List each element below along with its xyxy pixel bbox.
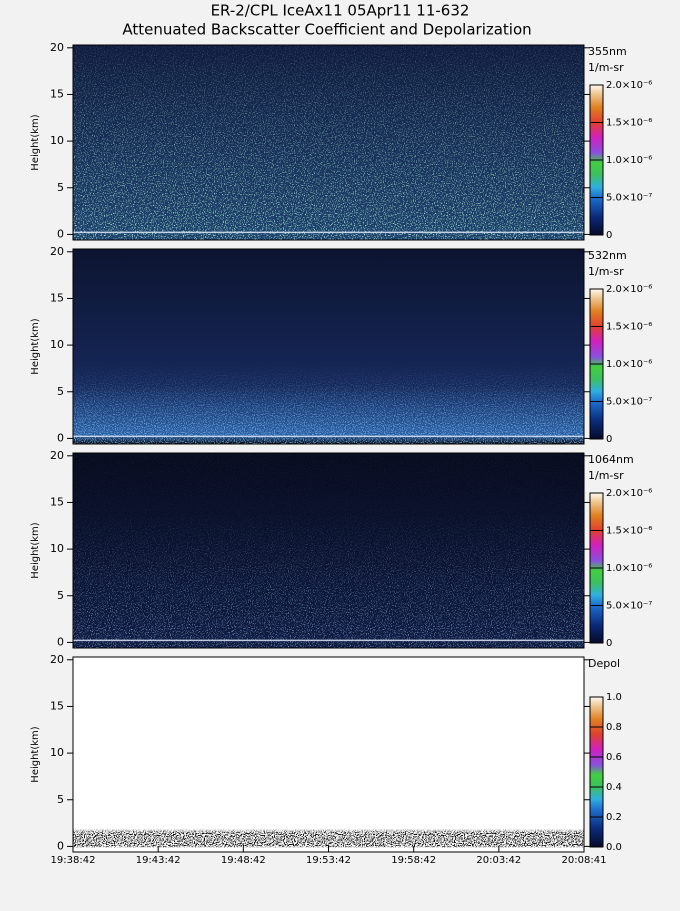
colorbar-tick-label: 0 xyxy=(606,434,612,445)
plot-frame xyxy=(72,248,585,445)
plot-frame xyxy=(72,44,585,241)
colorbar-tick-label: 0 xyxy=(606,638,612,649)
y-axis-label: Height(km) xyxy=(30,522,41,578)
colorbar-tick-label: 0.2 xyxy=(606,812,622,823)
colorbar-tick-label: 5.0×10⁻⁷ xyxy=(606,397,652,408)
colorbar-tick-label: 5.0×10⁻⁷ xyxy=(606,193,652,204)
colorbar-tick-label: 0.8 xyxy=(606,722,622,733)
colorbar-units: 1/m-sr xyxy=(588,61,624,74)
colorbar-tick-label: 1.5×10⁻⁶ xyxy=(606,322,652,333)
colorbar-tick-label: 2.0×10⁻⁶ xyxy=(606,80,652,91)
surface-return xyxy=(73,639,584,642)
plot-frame xyxy=(72,452,585,649)
y-tick-label: 5 xyxy=(57,385,64,398)
curtain-texture xyxy=(73,657,584,852)
colorbar-tick-label: 1.0 xyxy=(606,692,622,703)
y-axis-label: Height(km) xyxy=(30,318,41,374)
colorbar-units: 1/m-sr xyxy=(588,265,624,278)
colorbar-label: 532nm xyxy=(588,249,627,262)
x-tick-label: 19:53:42 xyxy=(306,855,351,866)
y-tick-label: 10 xyxy=(50,746,64,759)
colorbar-tick-label: 0.6 xyxy=(606,752,622,763)
y-tick-label: 15 xyxy=(50,495,64,508)
chart-subtitle: Attenuated Backscatter Coefficient and D… xyxy=(122,21,531,39)
colorbar-tick-label: 2.0×10⁻⁶ xyxy=(606,488,652,499)
colorbar-tick-label: 1.0×10⁻⁶ xyxy=(606,155,652,166)
colorbar-tick-label: 1.0×10⁻⁶ xyxy=(606,563,652,574)
y-tick-label: 5 xyxy=(57,181,64,194)
x-tick-label: 20:03:42 xyxy=(476,855,521,866)
y-tick-label: 0 xyxy=(57,839,64,852)
colorbar-tick-label: 0.4 xyxy=(606,782,622,793)
chart-title: ER-2/CPL IceAx11 05Apr11 11-632 xyxy=(211,2,470,20)
y-tick-label: 15 xyxy=(50,87,64,100)
colorbar-label: 355nm xyxy=(588,45,627,58)
x-tick-label: 20:08:41 xyxy=(562,855,607,866)
y-tick-label: 5 xyxy=(57,589,64,602)
y-tick-label: 20 xyxy=(50,449,64,462)
colorbar xyxy=(589,696,604,848)
y-tick-label: 0 xyxy=(57,227,64,240)
y-tick-label: 20 xyxy=(50,245,64,258)
y-tick-label: 15 xyxy=(50,699,64,712)
y-tick-label: 0 xyxy=(57,431,64,444)
colorbar-tick-label: 0 xyxy=(606,230,612,241)
colorbar-tick-label: 5.0×10⁻⁷ xyxy=(606,601,652,612)
y-tick-label: 10 xyxy=(50,338,64,351)
colorbar-label: 1064nm xyxy=(588,453,634,466)
y-tick-label: 10 xyxy=(50,542,64,555)
colorbar-units: 1/m-sr xyxy=(588,469,624,482)
y-tick-label: 0 xyxy=(57,635,64,648)
y-axis-label: Height(km) xyxy=(30,726,41,782)
x-tick-label: 19:43:42 xyxy=(136,855,181,866)
curtain-texture xyxy=(73,249,584,444)
curtain-texture xyxy=(73,45,584,240)
y-tick-label: 15 xyxy=(50,291,64,304)
x-tick-label: 19:38:42 xyxy=(51,855,96,866)
y-tick-label: 20 xyxy=(50,653,64,666)
surface-return xyxy=(73,435,584,438)
colorbar-tick-label: 1.0×10⁻⁶ xyxy=(606,359,652,370)
y-tick-label: 20 xyxy=(50,41,64,54)
y-tick-label: 10 xyxy=(50,134,64,147)
surface-return xyxy=(73,231,584,234)
x-tick-label: 19:58:42 xyxy=(391,855,436,866)
y-tick-label: 5 xyxy=(57,793,64,806)
colorbar-tick-label: 1.5×10⁻⁶ xyxy=(606,526,652,537)
x-tick-label: 19:48:42 xyxy=(221,855,266,866)
y-axis-label: Height(km) xyxy=(30,114,41,170)
colorbar-tick-label: 2.0×10⁻⁶ xyxy=(606,284,652,295)
colorbar-tick-label: 0.0 xyxy=(606,842,622,853)
curtain-texture xyxy=(73,453,584,648)
colorbar-tick-label: 1.5×10⁻⁶ xyxy=(606,118,652,129)
colorbar-label: Depol xyxy=(588,657,620,670)
